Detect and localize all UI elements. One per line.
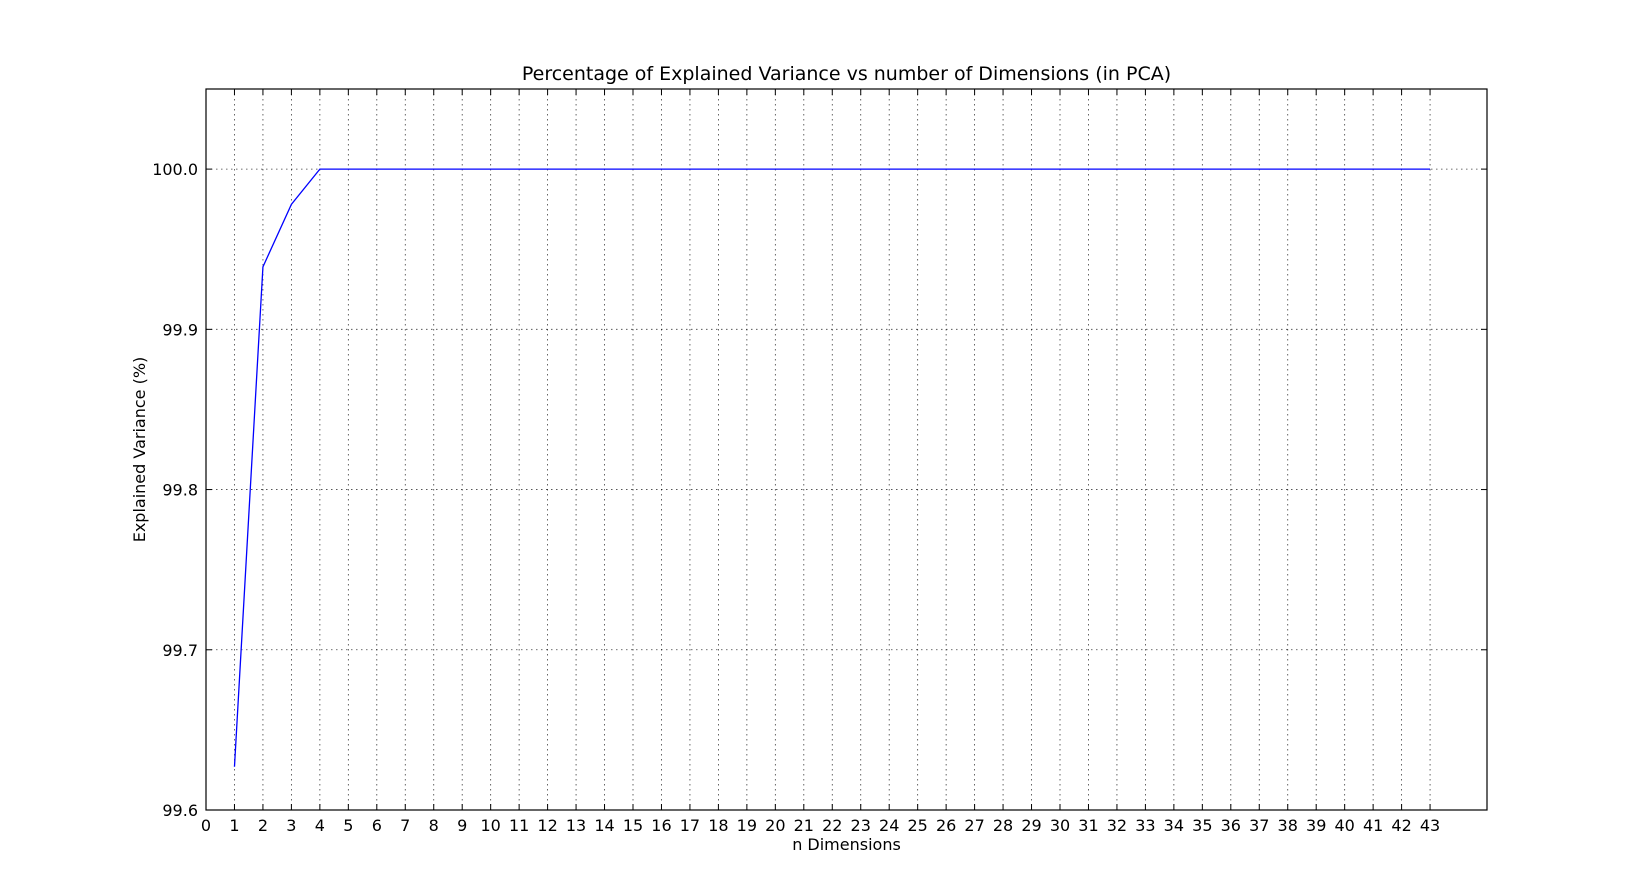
y-tick-label: 99.6 — [162, 801, 198, 820]
x-tick-label: 38 — [1278, 816, 1298, 835]
x-tick-label: 10 — [480, 816, 500, 835]
y-axis-label: Explained Variance (%) — [130, 357, 149, 543]
x-tick-label: 22 — [822, 816, 842, 835]
x-tick-label: 5 — [343, 816, 353, 835]
x-tick-label: 7 — [400, 816, 410, 835]
x-tick-label: 8 — [429, 816, 439, 835]
y-tick-label: 99.9 — [162, 320, 198, 339]
x-tick-label: 40 — [1334, 816, 1354, 835]
y-tick-label: 99.8 — [162, 481, 198, 500]
x-tick-label: 21 — [794, 816, 814, 835]
x-tick-label: 16 — [651, 816, 671, 835]
x-tick-label: 30 — [1050, 816, 1070, 835]
x-tick-label: 18 — [708, 816, 728, 835]
x-tick-label: 32 — [1107, 816, 1127, 835]
x-tick-label: 9 — [457, 816, 467, 835]
x-tick-label: 36 — [1221, 816, 1241, 835]
x-tick-label: 20 — [765, 816, 785, 835]
x-tick-label: 27 — [964, 816, 984, 835]
x-tick-label: 3 — [286, 816, 296, 835]
series-layer — [233, 168, 1431, 767]
x-tick-label: 4 — [315, 816, 325, 835]
x-tick-label: 6 — [372, 816, 382, 835]
x-tick-label: 14 — [594, 816, 614, 835]
x-tick-label: 39 — [1306, 816, 1326, 835]
y-tick-label: 100.0 — [152, 160, 198, 179]
x-axis-label: n Dimensions — [792, 835, 901, 854]
x-tick-label: 2 — [258, 816, 268, 835]
x-tick-label: 43 — [1420, 816, 1440, 835]
x-tick-label: 13 — [566, 816, 586, 835]
x-tick-label: 33 — [1135, 816, 1155, 835]
x-tick-label: 31 — [1078, 816, 1098, 835]
x-tick-label: 19 — [737, 816, 757, 835]
x-tick-label: 23 — [851, 816, 871, 835]
x-tick-label: 15 — [623, 816, 643, 835]
x-tick-label: 42 — [1391, 816, 1411, 835]
tick-layer: 0 1 2 3 4 5 6 7 8 9 10 11 12 13 14 15 16 17 18 19 20 21 22 23 24… — [152, 89, 1487, 835]
x-tick-label: 35 — [1192, 816, 1212, 835]
x-tick-label: 25 — [907, 816, 927, 835]
x-tick-label: 11 — [509, 816, 529, 835]
chart-title: Percentage of Explained Variance vs numb… — [522, 63, 1171, 85]
x-tick-label: 29 — [1021, 816, 1041, 835]
x-tick-label: 34 — [1164, 816, 1184, 835]
grid-layer — [206, 89, 1487, 810]
series-line — [233, 168, 1431, 767]
x-tick-label: 0 — [201, 816, 211, 835]
y-tick-label: 99.7 — [162, 641, 198, 660]
plot-area-frame — [205, 88, 1488, 811]
x-tick-label: 1 — [229, 816, 239, 835]
x-tick-label: 26 — [936, 816, 956, 835]
x-tick-label: 24 — [879, 816, 899, 835]
x-tick-label: 17 — [680, 816, 700, 835]
x-tick-label: 41 — [1363, 816, 1383, 835]
x-tick-label: 12 — [537, 816, 557, 835]
x-tick-label: 28 — [993, 816, 1013, 835]
x-tick-label: 37 — [1249, 816, 1269, 835]
